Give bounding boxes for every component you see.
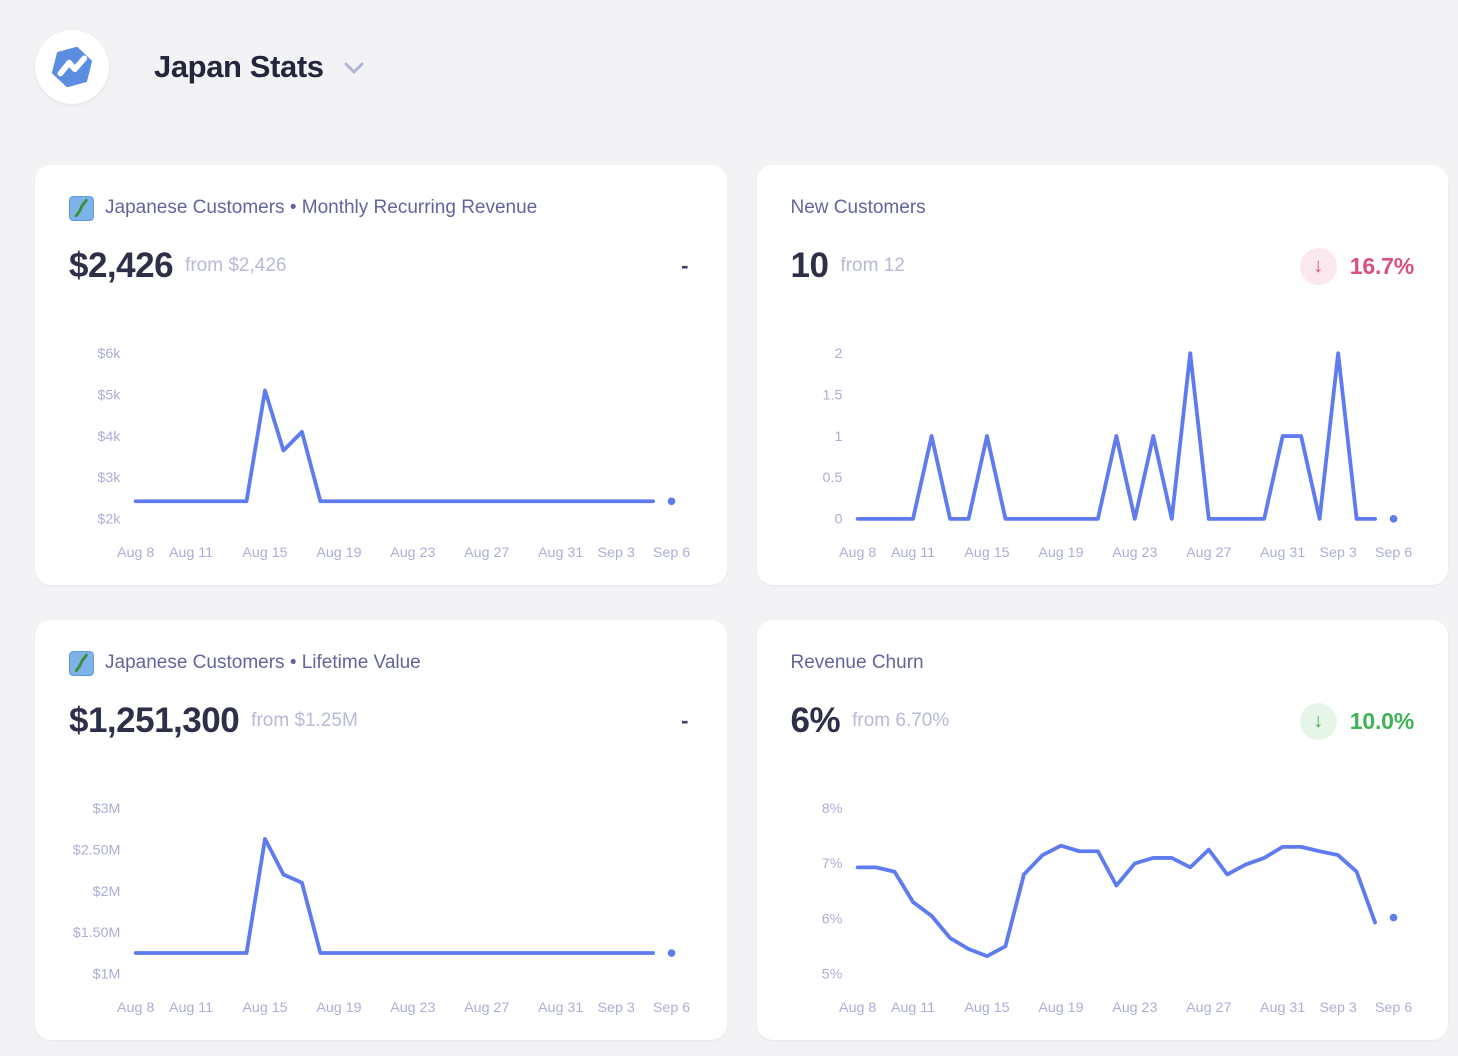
svg-text:Aug 8: Aug 8 xyxy=(117,1000,154,1016)
svg-text:Aug 23: Aug 23 xyxy=(390,1000,435,1016)
svg-text:Aug 27: Aug 27 xyxy=(1186,1000,1231,1016)
svg-text:Aug 11: Aug 11 xyxy=(169,545,213,561)
svg-text:$2k: $2k xyxy=(97,512,121,528)
app-logo xyxy=(35,30,109,104)
svg-text:1.5: 1.5 xyxy=(822,388,842,404)
metric-card-revenue-churn: Revenue Churn 6% from 6.70% ↓ 10.0% 8% 7%… xyxy=(756,620,1448,1040)
svg-text:$1.50M: $1.50M xyxy=(73,926,121,942)
baremetrics-logo-icon xyxy=(51,46,93,88)
svg-text:Aug 11: Aug 11 xyxy=(169,1000,213,1016)
svg-text:Aug 15: Aug 15 xyxy=(242,1000,287,1016)
svg-text:$2.50M: $2.50M xyxy=(73,843,121,859)
svg-text:Aug 31: Aug 31 xyxy=(1260,1000,1305,1016)
metrics-grid: Japanese Customers • Monthly Recurring R… xyxy=(0,104,1458,1056)
metric-value: 6% xyxy=(790,701,841,740)
svg-text:Aug 19: Aug 19 xyxy=(1038,545,1083,561)
svg-text:Aug 19: Aug 19 xyxy=(1038,1000,1083,1016)
svg-text:Aug 8: Aug 8 xyxy=(839,1000,876,1016)
arrow-down-icon: ↓ xyxy=(1299,247,1337,285)
svg-text:$4k: $4k xyxy=(97,429,121,445)
metric-value: 10 xyxy=(790,246,829,285)
svg-text:Aug 27: Aug 27 xyxy=(1186,545,1231,561)
svg-text:$1M: $1M xyxy=(93,967,121,983)
svg-text:8%: 8% xyxy=(821,801,842,817)
svg-text:Aug 11: Aug 11 xyxy=(890,545,934,561)
svg-text:Aug 19: Aug 19 xyxy=(316,1000,361,1016)
metric-previous-value: from $1.25M xyxy=(251,710,358,731)
svg-text:Sep 3: Sep 3 xyxy=(1319,1000,1356,1016)
svg-text:6%: 6% xyxy=(821,912,842,928)
svg-text:Sep 6: Sep 6 xyxy=(1374,1000,1411,1016)
japan-map-icon xyxy=(69,195,94,221)
svg-text:Aug 27: Aug 27 xyxy=(464,1000,509,1016)
svg-text:Aug 15: Aug 15 xyxy=(964,545,1009,561)
metric-card-mrr: Japanese Customers • Monthly Recurring R… xyxy=(35,165,727,585)
svg-text:Aug 31: Aug 31 xyxy=(1260,545,1305,561)
svg-text:$6k: $6k xyxy=(97,346,121,362)
svg-text:Aug 23: Aug 23 xyxy=(1112,545,1157,561)
svg-text:0: 0 xyxy=(834,512,842,528)
no-change-indicator: - xyxy=(681,708,689,733)
arrow-down-icon: ↓ xyxy=(1299,702,1337,740)
no-change-indicator: - xyxy=(681,253,689,278)
svg-text:Aug 31: Aug 31 xyxy=(538,1000,583,1016)
svg-text:Sep 6: Sep 6 xyxy=(653,545,690,561)
svg-text:Aug 19: Aug 19 xyxy=(316,545,361,561)
svg-text:$5k: $5k xyxy=(97,388,121,404)
svg-text:5%: 5% xyxy=(821,967,842,983)
card-title: Japanese Customers • Lifetime Value xyxy=(105,652,421,673)
new-customers-line-chart: 2 1.5 1 0.5 0 Aug 8 Aug 11 Aug 15 Aug 19 Aug 23 Au… xyxy=(791,338,1415,565)
svg-text:Aug 15: Aug 15 xyxy=(964,1000,1009,1016)
change-percentage: 10.0% xyxy=(1349,707,1414,734)
metric-value: $1,251,300 xyxy=(69,701,240,740)
svg-text:Sep 6: Sep 6 xyxy=(1374,545,1411,561)
svg-text:Sep 3: Sep 3 xyxy=(598,545,635,561)
metric-previous-value: from $2,426 xyxy=(185,255,287,276)
svg-text:$3M: $3M xyxy=(93,801,121,817)
svg-text:Aug 11: Aug 11 xyxy=(890,1000,934,1016)
metric-value: $2,426 xyxy=(69,246,174,285)
svg-text:Sep 6: Sep 6 xyxy=(653,1000,690,1016)
svg-text:Aug 23: Aug 23 xyxy=(390,545,435,561)
svg-text:Aug 8: Aug 8 xyxy=(839,545,876,561)
line-chart-canvas: 8% 7% 6% 5% Aug 8 Aug 11 Aug 15 Aug 19 Aug 23 Aug… xyxy=(821,801,1411,1016)
card-title: Japanese Customers • Monthly Recurring R… xyxy=(105,197,538,218)
card-title: Revenue Churn xyxy=(790,652,924,673)
svg-text:Sep 3: Sep 3 xyxy=(1319,545,1356,561)
ltv-line-chart: $3M $2.50M $2M $1.50M $1M Aug 8 Aug 11 Aug 15 Au… xyxy=(69,793,693,1020)
line-chart-canvas: 2 1.5 1 0.5 0 Aug 8 Aug 11 Aug 15 Aug 19 Aug 23 Au… xyxy=(822,346,1412,561)
svg-text:Aug 31: Aug 31 xyxy=(538,545,583,561)
svg-text:7%: 7% xyxy=(821,857,842,873)
revenue-churn-line-chart: 8% 7% 6% 5% Aug 8 Aug 11 Aug 15 Aug 19 Aug 23 Aug… xyxy=(791,793,1415,1020)
line-chart-canvas: $6k $5k $4k $3k $2k Aug 8 Aug 11 Aug 15 Aug 19 Au… xyxy=(97,346,690,561)
chevron-down-icon xyxy=(344,62,364,74)
change-badge-negative: ↓ 16.7% xyxy=(1299,247,1414,285)
svg-text:$2M: $2M xyxy=(93,884,121,900)
line-chart-canvas: $3M $2.50M $2M $1.50M $1M Aug 8 Aug 11 Aug 15 Au… xyxy=(73,801,690,1016)
dashboard-header: Japan Stats xyxy=(0,0,1458,104)
svg-text:Aug 8: Aug 8 xyxy=(117,545,154,561)
svg-text:0.5: 0.5 xyxy=(822,471,842,487)
dashboard-switcher-dropdown[interactable] xyxy=(344,61,364,79)
svg-text:$3k: $3k xyxy=(97,471,121,487)
svg-text:Aug 23: Aug 23 xyxy=(1112,1000,1157,1016)
card-title: New Customers xyxy=(790,197,926,218)
svg-text:Sep 3: Sep 3 xyxy=(598,1000,635,1016)
change-percentage: 16.7% xyxy=(1349,252,1414,279)
svg-text:2: 2 xyxy=(834,346,842,362)
change-badge-positive: ↓ 10.0% xyxy=(1299,702,1414,740)
svg-text:1: 1 xyxy=(834,429,842,445)
japan-map-icon xyxy=(69,650,94,676)
svg-text:Aug 27: Aug 27 xyxy=(464,545,509,561)
svg-text:Aug 15: Aug 15 xyxy=(242,545,287,561)
metric-previous-value: from 12 xyxy=(840,255,905,276)
metric-card-ltv: Japanese Customers • Lifetime Value $1,2… xyxy=(35,620,727,1040)
page-title: Japan Stats xyxy=(154,49,324,84)
metric-card-new-customers: New Customers 10 from 12 ↓ 16.7% 2 1.5 1 0.… xyxy=(756,165,1448,585)
mrr-line-chart: $6k $5k $4k $3k $2k Aug 8 Aug 11 Aug 15 Aug 19 Au… xyxy=(69,338,693,565)
metric-previous-value: from 6.70% xyxy=(852,710,950,731)
